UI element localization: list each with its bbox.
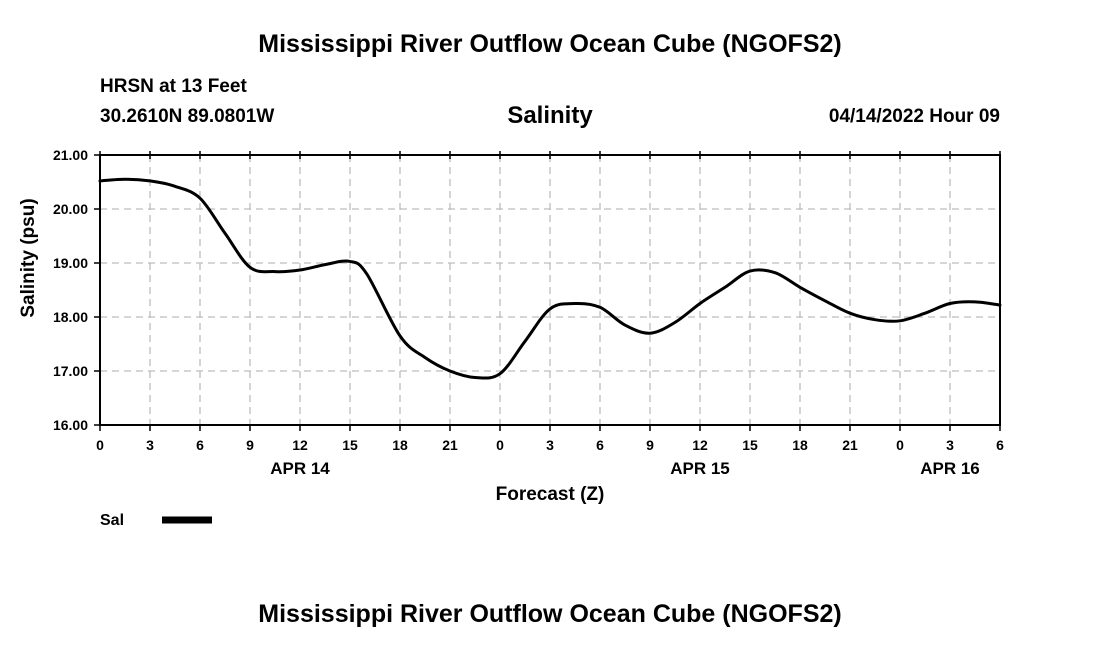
- station-name: HRSN at 13 Feet: [100, 76, 247, 97]
- x-tick-label: 12: [692, 437, 708, 453]
- x-date-label: APR 15: [670, 459, 730, 478]
- y-tick-label: 18.00: [53, 309, 88, 325]
- x-tick-label: 0: [96, 437, 104, 453]
- x-tick-label: 9: [646, 437, 654, 453]
- y-axis-label: Salinity (psu): [18, 198, 39, 317]
- x-tick-label: 9: [246, 437, 254, 453]
- x-axis-ticks: 0 3 6 9 12 15 18 21 0 3 6 9 12 15 18 21 0 3 6: [96, 151, 1004, 453]
- x-tick-label: 6: [196, 437, 204, 453]
- chart-footer-title: Mississippi River Outflow Ocean Cube (NG…: [258, 600, 842, 628]
- x-tick-label: 15: [742, 437, 758, 453]
- x-tick-label: 15: [342, 437, 358, 453]
- chart-subtitle: Salinity: [507, 102, 593, 129]
- x-tick-label: 21: [842, 437, 858, 453]
- x-axis-date-labels: APR 14 APR 15 APR 16: [270, 459, 980, 478]
- x-axis-label: Forecast (Z): [496, 484, 605, 505]
- x-tick-label: 6: [996, 437, 1004, 453]
- y-tick-label: 21.00: [53, 147, 88, 163]
- x-date-label: APR 14: [270, 459, 330, 478]
- station-coordinates: 30.2610N 89.0801W: [100, 106, 275, 127]
- x-tick-label: 3: [546, 437, 554, 453]
- x-tick-label: 12: [292, 437, 308, 453]
- x-tick-label: 0: [896, 437, 904, 453]
- grid-lines: [100, 154, 1000, 425]
- x-tick-label: 0: [496, 437, 504, 453]
- y-tick-label: 17.00: [53, 363, 88, 379]
- y-tick-label: 20.00: [53, 201, 88, 217]
- x-tick-label: 3: [946, 437, 954, 453]
- forecast-timestamp: 04/14/2022 Hour 09: [828, 106, 1000, 127]
- x-tick-label: 21: [442, 437, 458, 453]
- y-axis-ticks: 16.00 17.00 18.00 19.00 20.00 21.00: [53, 147, 100, 433]
- x-tick-label: 3: [146, 437, 154, 453]
- x-tick-label: 18: [792, 437, 808, 453]
- y-tick-label: 16.00: [53, 417, 88, 433]
- chart-main-title: Mississippi River Outflow Ocean Cube (NG…: [258, 30, 842, 58]
- x-tick-label: 6: [596, 437, 604, 453]
- y-tick-label: 19.00: [53, 255, 88, 271]
- x-date-label: APR 16: [920, 459, 980, 478]
- series-line-sal: [98, 177, 1002, 380]
- x-tick-label: 18: [392, 437, 408, 453]
- legend-label-sal: Sal: [100, 512, 124, 529]
